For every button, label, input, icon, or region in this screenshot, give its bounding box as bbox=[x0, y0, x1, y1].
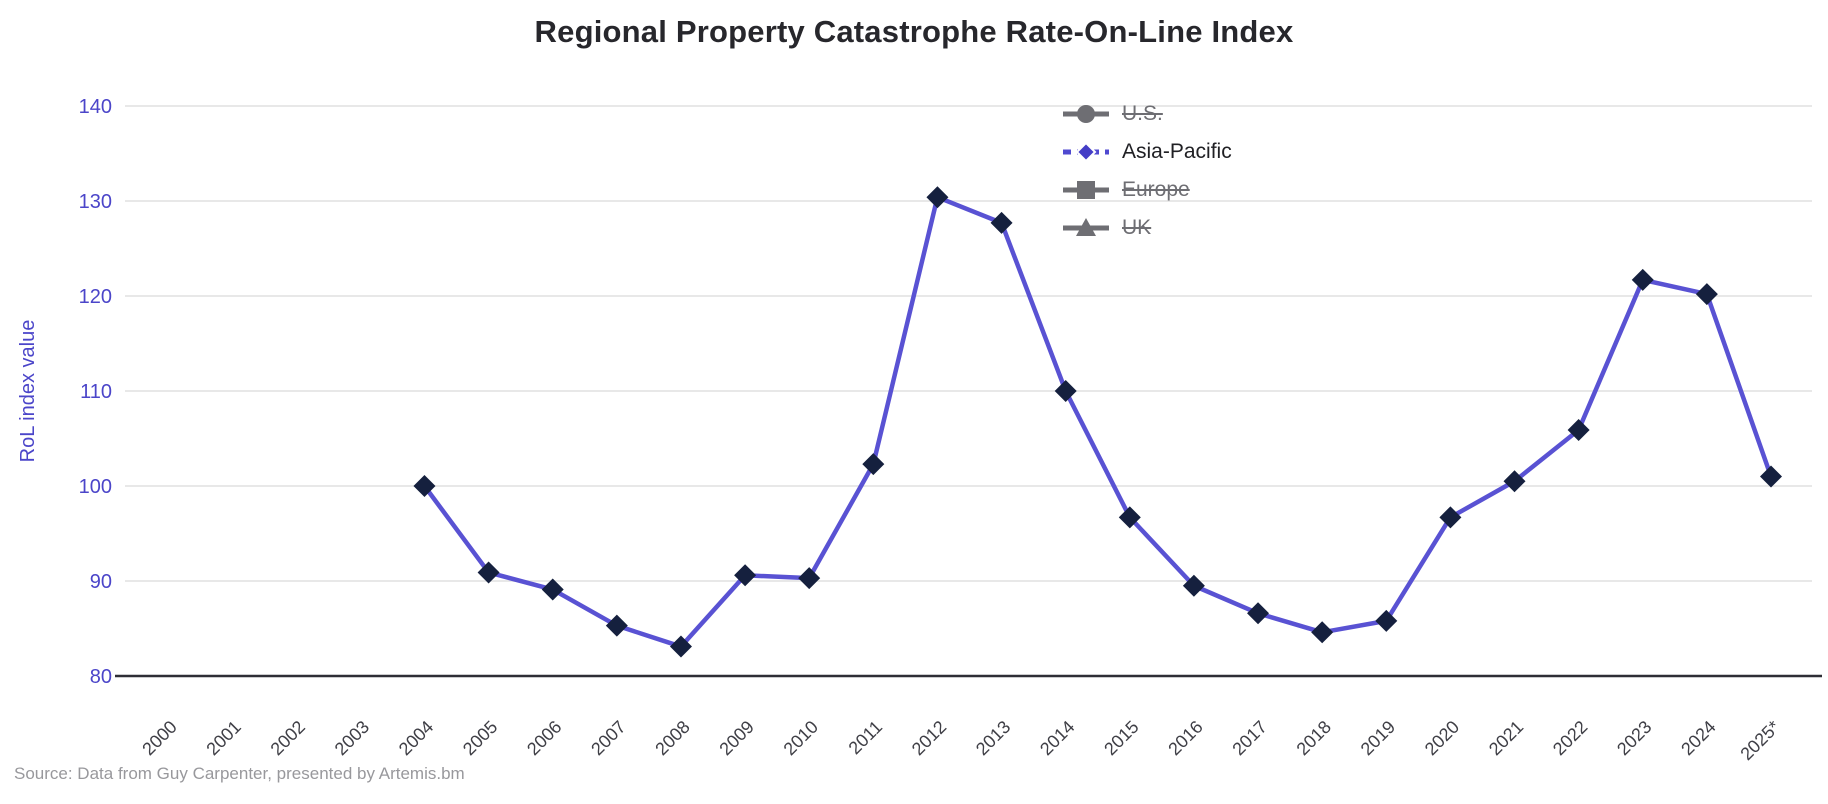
legend-item-uk[interactable]: UK bbox=[1062, 209, 1232, 247]
diamond-marker-icon bbox=[1063, 141, 1109, 163]
x-tick-labels: 2000 2001 2002 2003 2004 2005 2006 2007 2008 2009… bbox=[138, 717, 1783, 764]
y-tick-label: 80 bbox=[90, 666, 112, 688]
data-point-marker bbox=[1054, 380, 1077, 402]
y-tick-label: 130 bbox=[79, 191, 112, 213]
data-point-marker bbox=[1503, 470, 1526, 493]
legend-item-europe[interactable]: Europe bbox=[1062, 171, 1232, 209]
x-tick-label: 2015 bbox=[1100, 717, 1142, 759]
x-tick-label: 2018 bbox=[1293, 717, 1335, 759]
data-point-marker bbox=[1311, 621, 1334, 644]
square-marker-icon bbox=[1063, 181, 1109, 199]
x-tick-label: 2022 bbox=[1549, 717, 1591, 759]
legend-label: Europe bbox=[1122, 178, 1190, 201]
data-point-marker bbox=[990, 211, 1013, 234]
x-tick-label: 2000 bbox=[138, 717, 180, 759]
x-tick-label: 2023 bbox=[1613, 717, 1655, 759]
legend-item-u-s[interactable]: U.S. bbox=[1062, 95, 1232, 133]
data-point-marker bbox=[1760, 465, 1782, 488]
x-tick-label: 2013 bbox=[972, 717, 1014, 759]
gridlines bbox=[125, 105, 1812, 582]
data-point-marker bbox=[1375, 609, 1398, 632]
y-tick-label: 90 bbox=[90, 571, 112, 593]
chart-legend: U.S. Asia-Pacific Europe UK bbox=[1062, 95, 1232, 247]
legend-label: UK bbox=[1122, 216, 1152, 239]
triangle-marker-icon bbox=[1063, 218, 1109, 236]
data-point-marker bbox=[1439, 506, 1462, 529]
y-tick-label: 140 bbox=[79, 96, 112, 118]
data-point-marker bbox=[862, 453, 885, 476]
x-tick-label: 2007 bbox=[587, 717, 629, 759]
x-tick-label: 2006 bbox=[523, 717, 565, 759]
source-note: Source: Data from Guy Carpenter, present… bbox=[14, 764, 465, 783]
x-tick-label: 2003 bbox=[331, 717, 373, 759]
y-tick-label: 120 bbox=[79, 286, 112, 308]
data-point-marker bbox=[605, 614, 628, 637]
x-tick-label: 2002 bbox=[267, 717, 309, 759]
data-point-marker bbox=[1247, 602, 1270, 625]
data-point-marker bbox=[926, 186, 949, 209]
legend-label: U.S. bbox=[1122, 102, 1163, 125]
series-markers-asia-pacific bbox=[413, 186, 1782, 658]
x-tick-label: 2005 bbox=[459, 717, 501, 759]
x-tick-label: 2016 bbox=[1164, 717, 1206, 759]
y-tick-label: 110 bbox=[80, 381, 112, 403]
x-tick-label: 2025* bbox=[1736, 717, 1783, 764]
data-point-marker bbox=[541, 578, 564, 601]
x-tick-label: 2019 bbox=[1357, 717, 1399, 759]
x-tick-label: 2020 bbox=[1421, 717, 1463, 759]
x-tick-label: 2010 bbox=[780, 717, 822, 759]
y-tick-label: 100 bbox=[79, 476, 112, 498]
x-tick-label: 2004 bbox=[395, 717, 437, 759]
data-point-marker bbox=[1695, 283, 1718, 306]
y-tick-labels: 80 90 100 110 120 130 140 bbox=[79, 96, 112, 688]
data-point-marker bbox=[1567, 418, 1590, 441]
x-tick-label: 2021 bbox=[1485, 717, 1527, 759]
circle-marker-icon bbox=[1063, 105, 1109, 123]
data-point-marker bbox=[669, 635, 692, 658]
data-point-marker bbox=[413, 475, 436, 497]
data-point-marker bbox=[1631, 268, 1654, 291]
x-tick-label: 2014 bbox=[1036, 717, 1078, 759]
legend-label: Asia-Pacific bbox=[1122, 140, 1232, 163]
data-point-marker bbox=[1182, 574, 1205, 597]
data-point-marker bbox=[477, 561, 500, 584]
x-tick-label: 2017 bbox=[1228, 717, 1270, 759]
x-tick-label: 2009 bbox=[715, 717, 757, 759]
x-tick-label: 2024 bbox=[1677, 717, 1719, 759]
y-axis-title: RoL index value bbox=[17, 320, 39, 463]
x-tick-label: 2001 bbox=[202, 717, 244, 759]
x-tick-label: 2008 bbox=[651, 717, 693, 759]
legend-item-asia-pacific[interactable]: Asia-Pacific bbox=[1062, 133, 1232, 171]
series-line-asia-pacific bbox=[422, 194, 1774, 649]
data-point-marker bbox=[1118, 506, 1141, 529]
data-point-marker bbox=[734, 564, 757, 587]
chart-title: Regional Property Catastrophe Rate-On-Li… bbox=[534, 14, 1294, 49]
data-point-marker bbox=[798, 567, 821, 590]
x-tick-label: 2011 bbox=[845, 717, 887, 759]
x-tick-label: 2012 bbox=[908, 717, 950, 759]
